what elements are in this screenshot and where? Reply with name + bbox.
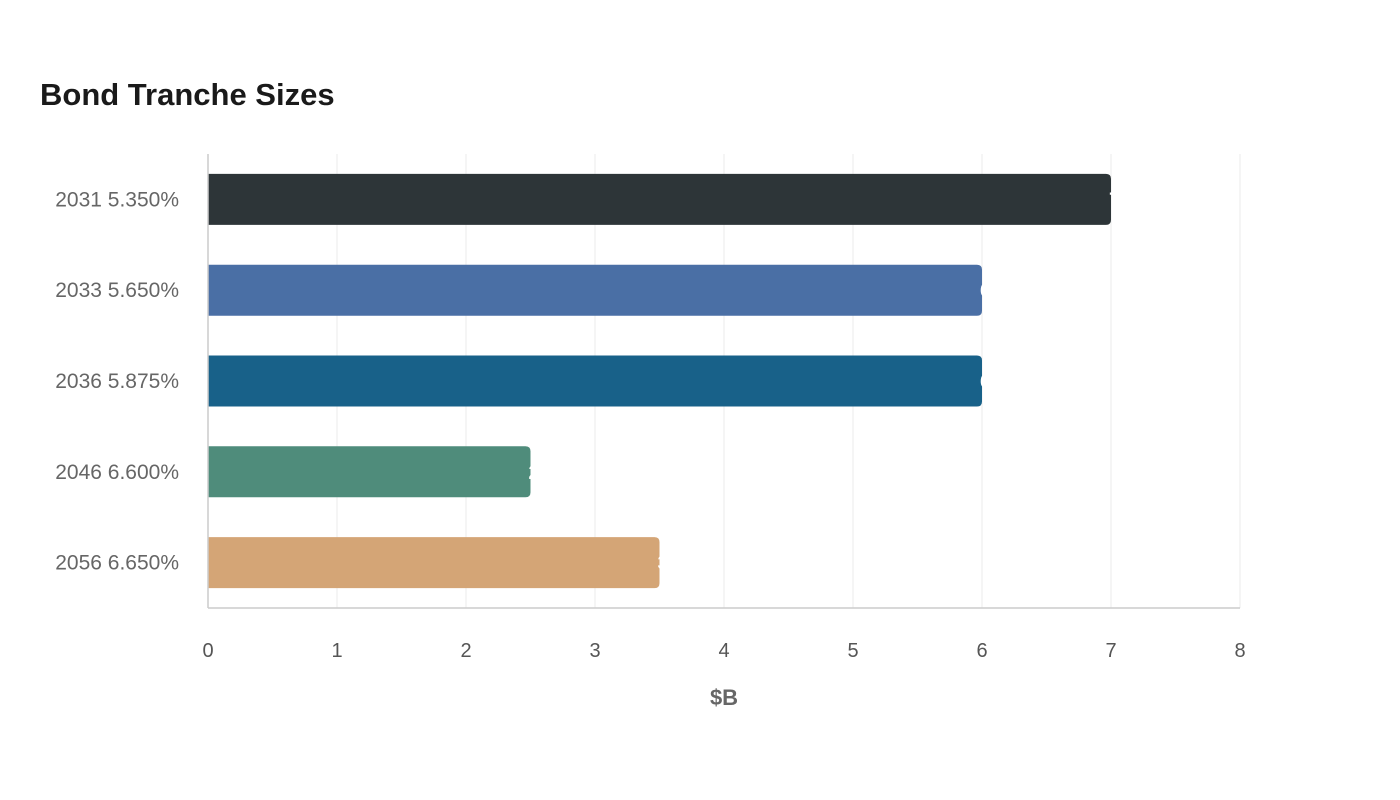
chart-title: Bond Tranche Sizes — [40, 77, 335, 112]
category-label: 2033 5.650% — [55, 279, 179, 302]
bar[interactable] — [208, 355, 982, 407]
x-tick-label: 0 — [202, 640, 213, 662]
category-label: 2046 6.600% — [55, 461, 179, 484]
bar[interactable] — [208, 264, 982, 316]
bar[interactable] — [208, 173, 1111, 225]
data-label: 2.5 — [529, 462, 557, 484]
x-tick-label: 8 — [1234, 640, 1245, 662]
bar[interactable] — [208, 537, 660, 589]
bars — [208, 173, 1111, 589]
x-tick-label: 4 — [718, 640, 729, 662]
category-label: 2056 6.650% — [55, 552, 179, 575]
axes — [207, 154, 1240, 609]
data-label: 6 — [980, 280, 991, 302]
bar[interactable] — [208, 446, 531, 498]
category-label: 2036 5.875% — [55, 370, 179, 393]
data-label: 3.5 — [658, 553, 686, 575]
x-tick-label: 2 — [460, 640, 471, 662]
x-tick-label: 3 — [589, 640, 600, 662]
x-tick-label: 6 — [976, 640, 987, 662]
data-label: 6 — [980, 371, 991, 393]
data-label: 7 — [1109, 189, 1120, 211]
x-tick-label: 7 — [1105, 640, 1116, 662]
labels: 0 1 2 3 4 5 6 7 8 2031 5.350% 7 2033 5.650% 6 2036 5.… — [55, 188, 1245, 662]
category-label: 2031 5.350% — [55, 188, 179, 211]
x-tick-label: 1 — [331, 640, 342, 662]
x-tick-label: 5 — [847, 640, 858, 662]
x-axis-title: $B — [710, 685, 738, 710]
